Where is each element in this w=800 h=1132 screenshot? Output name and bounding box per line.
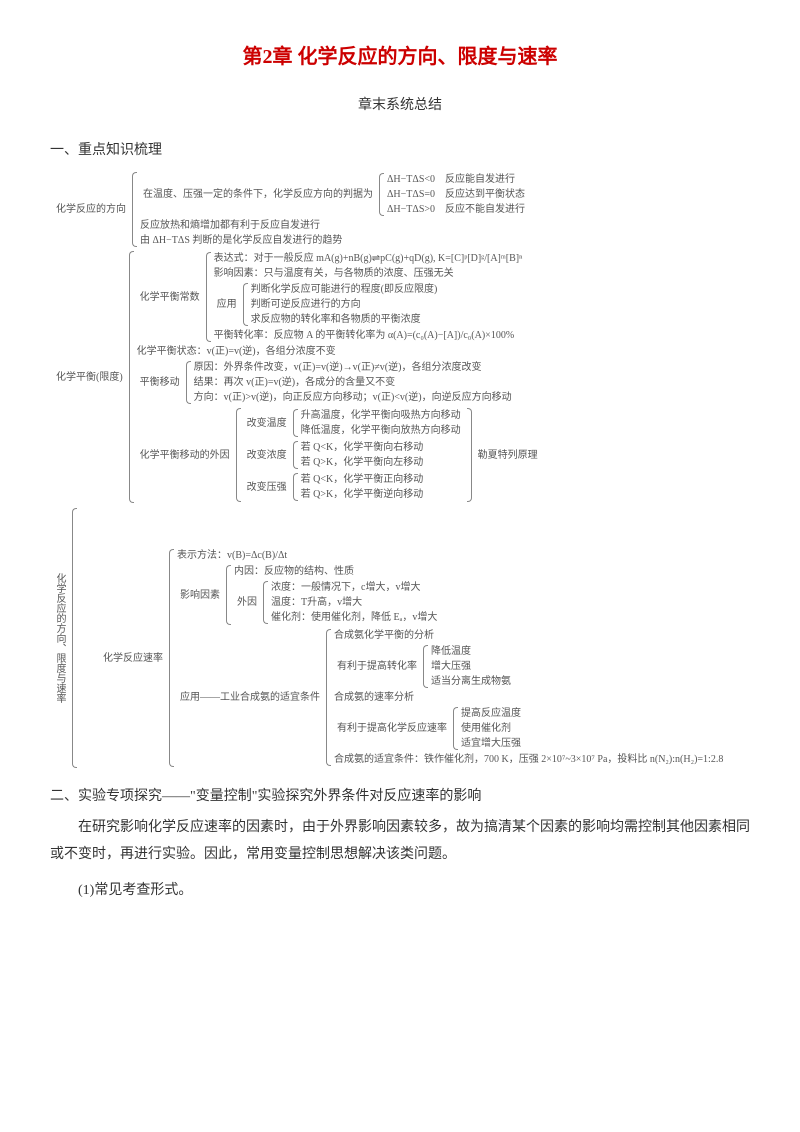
inner-factor: 内因：反应物的结构、性质 (234, 564, 440, 579)
brace-icon (260, 579, 268, 626)
brace-icon (290, 407, 298, 439)
pres-label: 改变压强 (247, 480, 287, 495)
a1-2: 增大压强 (431, 659, 511, 674)
factor-label: 影响因素 (180, 588, 220, 603)
section-2-heading: 二、实验专项探究——"变量控制"实验探究外界条件对反应速率的影响 (50, 785, 750, 805)
direction-line: 在温度、压强一定的条件下，化学反应方向的判据为 (143, 187, 373, 202)
conc-1: 若 Q<K，化学平衡向右移动 (301, 440, 424, 455)
a2-3: 适宜增大压强 (461, 736, 521, 751)
app-label: 应用 (217, 297, 237, 312)
app-1: 判断化学反应可能进行的程度(即反应限度) (251, 282, 438, 297)
out-1: 浓度：一般情况下，c增大，v增大 (271, 580, 437, 595)
temp-1: 升高温度，化学平衡向吸热方向移动 (301, 408, 461, 423)
a1-1: 降低温度 (431, 644, 511, 659)
brace-icon (467, 406, 475, 504)
a2-1: 提高反应温度 (461, 706, 521, 721)
brace-icon (223, 563, 231, 627)
conversion: 平衡转化率：反应物 A 的平衡转化率为 α(A)=(c₀(A)−[A])/c₀(… (214, 328, 523, 343)
brace-icon (290, 471, 298, 503)
app-2: 判断可逆反应进行的方向 (251, 297, 438, 312)
criteria-1: ΔH−TΔS<0 反应能自发进行 (387, 172, 525, 187)
a2-2: 使用催化剂 (461, 721, 521, 736)
shift-1: 原因：外界条件改变，v(正)=v(逆)→v(正)≠v(逆)，各组分浓度改变 (194, 360, 512, 375)
shift-3: 方向：v(正)>v(逆)，向正反应方向移动；v(正)<v(逆)，向逆反应方向移动 (194, 390, 512, 405)
temp-label: 改变温度 (247, 416, 287, 431)
brace-icon (203, 250, 211, 344)
rate-a1: 合成氨化学平衡的分析 (334, 628, 723, 643)
paragraph-2: (1)常见考查形式。 (50, 878, 750, 905)
out-2: 温度：T升高，v增大 (271, 595, 437, 610)
direction-note2: 由 ΔH−TΔS 判断的是化学反应自发进行的趋势 (140, 233, 528, 248)
pres-2: 若 Q>K，化学平衡逆向移动 (301, 487, 424, 502)
section-1-heading: 一、重点知识梳理 (50, 139, 750, 159)
outer-label: 外因 (237, 595, 257, 610)
brace-icon (290, 439, 298, 471)
const-expr: 表达式：对于一般反应 mA(g)+nB(g)⇌pC(g)+qD(g), K=[C… (214, 251, 523, 266)
a1-label: 有利于提高转化率 (337, 659, 417, 674)
rate-label: 化学反应速率 (103, 651, 163, 666)
out-3: 催化剂：使用催化剂，降低 Eₐ，v增大 (271, 610, 437, 625)
const-factor: 影响因素：只与温度有关，与各物质的浓度、压强无关 (214, 266, 523, 281)
chapter-subtitle: 章末系统总结 (50, 94, 750, 114)
brace-icon (183, 359, 191, 406)
eq-state: 化学平衡状态：v(正)=v(逆)，各组分浓度不变 (137, 344, 541, 359)
rate-expr: 表示方法：v(B)=Δc(B)/Δt (177, 548, 726, 563)
brace-icon (376, 171, 384, 218)
rate-diagram: 化学反应的方向、限度与速率 化学反应速率 表示方法：v(B)=Δc(B)/Δt … (50, 506, 750, 770)
brace-icon (323, 627, 331, 768)
criteria-3: ΔH−TΔS>0 反应不能自发进行 (387, 202, 525, 217)
brace-icon (240, 281, 248, 328)
rate-app-label: 应用——工业合成氨的适宜条件 (180, 690, 320, 705)
paragraph-1: 在研究影响化学反应速率的因素时，由于外界影响因素较多，故为搞清某个因素的影响均需… (50, 815, 750, 868)
brace-icon (450, 705, 458, 752)
const-label: 化学平衡常数 (140, 290, 200, 305)
brace-icon (420, 643, 428, 690)
conc-2: 若 Q>K，化学平衡向左移动 (301, 455, 424, 470)
brace-icon (129, 170, 137, 249)
chapter-title: 第2章 化学反应的方向、限度与速率 (50, 40, 750, 69)
temp-2: 降低温度，化学平衡向放热方向移动 (301, 423, 461, 438)
knowledge-diagram: 化学反应的方向 在温度、压强一定的条件下，化学反应方向的判据为 ΔH−TΔS<0… (50, 169, 750, 506)
principle: 勒夏特列原理 (478, 448, 538, 463)
shift-2: 结果：再次 v(正)=v(逆)，各成分的含量又不变 (194, 375, 512, 390)
criteria-2: ΔH−TΔS=0 反应达到平衡状态 (387, 187, 525, 202)
direction-note: 反应放热和熵增加都有利于反应自发进行 (140, 218, 528, 233)
brace-icon (233, 406, 241, 504)
brace-icon (69, 506, 77, 770)
brace-icon (126, 249, 134, 505)
app-3: 求反应物的转化率和各物质的平衡浓度 (251, 312, 438, 327)
vertical-main-label: 化学反应的方向、限度与速率 (50, 506, 69, 770)
brace-icon (166, 547, 174, 769)
pres-1: 若 Q<K，化学平衡正向移动 (301, 472, 424, 487)
a1-3: 适当分离生成物氨 (431, 674, 511, 689)
conc-label: 改变浓度 (247, 448, 287, 463)
rate-a2: 合成氨的速率分析 (334, 690, 723, 705)
equilibrium-label: 化学平衡(限度) (56, 370, 123, 385)
shift-label: 平衡移动 (140, 375, 180, 390)
rate-a3: 合成氨的适宜条件：铁作催化剂，700 K，压强 2×10⁷~3×10⁷ Pa，投… (334, 752, 723, 767)
external-label: 化学平衡移动的外因 (140, 448, 230, 463)
direction-label: 化学反应的方向 (56, 202, 126, 217)
a2-label: 有利于提高化学反应速率 (337, 721, 447, 736)
